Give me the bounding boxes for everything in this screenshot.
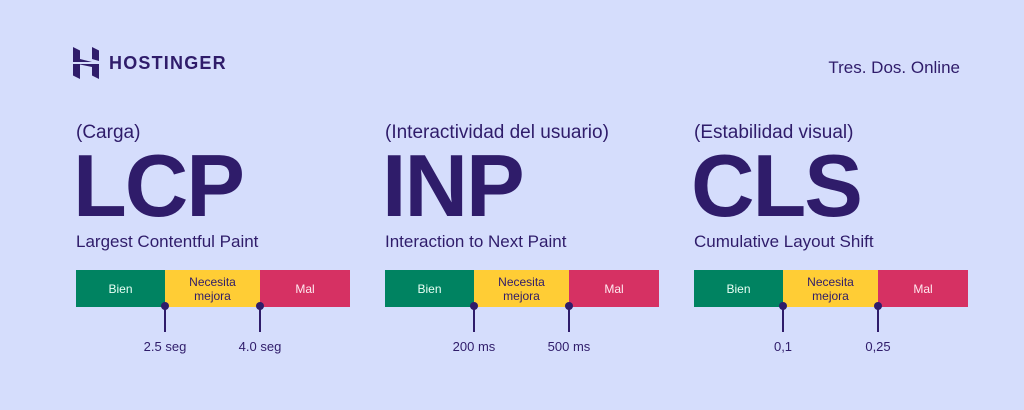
metric-category: (Interactividad del usuario): [385, 122, 609, 143]
segment-good: Bien: [694, 270, 783, 307]
threshold-line: [164, 306, 166, 332]
brand-credit: Tres. Dos. Online: [828, 58, 960, 77]
logo-text: HOSTINGER: [109, 52, 227, 73]
metric-abbreviation: CLS: [691, 136, 863, 235]
threshold-line: [473, 306, 475, 332]
segment-poor: Mal: [569, 270, 659, 307]
hostinger-logo: HOSTINGER: [73, 47, 227, 79]
threshold-label: 2.5 seg: [143, 339, 187, 354]
threshold-label: 0,1: [773, 339, 793, 354]
metric-column: (Carga) LCP Largest Contentful Paint Bie…: [73, 0, 376, 410]
segment-poor: Mal: [878, 270, 968, 307]
threshold-line: [259, 306, 261, 332]
threshold-label: 0,25: [865, 339, 891, 354]
metric-abbreviation: LCP: [73, 136, 245, 235]
threshold-label: 4.0 seg: [238, 339, 282, 354]
metric-column: (Interactividad del usuario) INP Interac…: [382, 0, 685, 410]
metric-full-name: Largest Contentful Paint: [76, 232, 259, 251]
metric-category: (Carga): [76, 122, 141, 143]
threshold-line: [877, 306, 879, 332]
segment-poor: Mal: [260, 270, 350, 307]
segment-needs-improvement: Necesita mejora: [783, 270, 878, 307]
segment-needs-improvement: Necesita mejora: [165, 270, 260, 307]
threshold-bar: Bien Necesita mejora Mal: [76, 270, 350, 307]
threshold-label: 200 ms: [452, 339, 496, 354]
threshold-bar: Bien Necesita mejora Mal: [694, 270, 968, 307]
segment-good: Bien: [385, 270, 474, 307]
threshold-bar: Bien Necesita mejora Mal: [385, 270, 659, 307]
segment-needs-improvement: Necesita mejora: [474, 270, 569, 307]
metric-full-name: Interaction to Next Paint: [385, 232, 567, 251]
threshold-line: [568, 306, 570, 332]
segment-good: Bien: [76, 270, 165, 307]
threshold-label: 500 ms: [547, 339, 591, 354]
metric-full-name: Cumulative Layout Shift: [694, 232, 874, 251]
metric-abbreviation: INP: [382, 136, 525, 235]
metric-category: (Estabilidad visual): [694, 122, 854, 143]
threshold-line: [782, 306, 784, 332]
hostinger-h-icon: [73, 47, 99, 79]
metric-column: (Estabilidad visual) CLS Cumulative Layo…: [691, 0, 994, 410]
